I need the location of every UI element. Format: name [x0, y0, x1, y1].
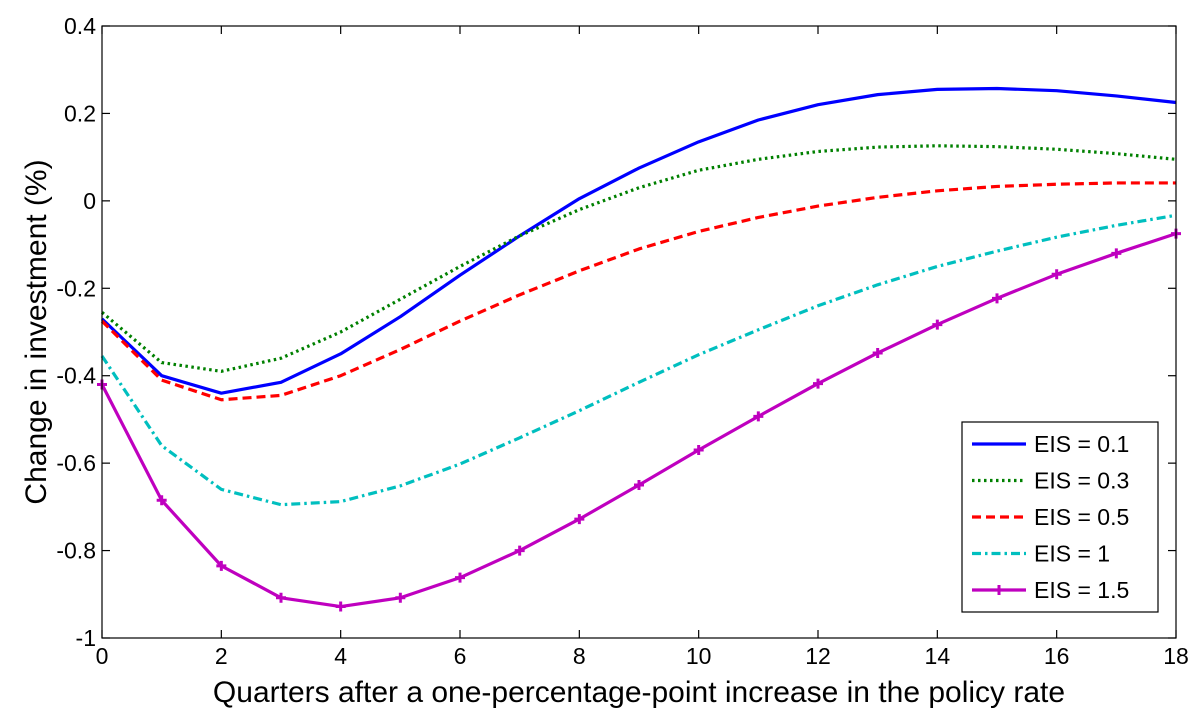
x-tick-label: 6: [454, 643, 467, 669]
ticks-layer: 0 2 4 6 8 10 12 14 16 18 -1 -0.8 -0.6 -0.4 -0.2 0 0.2 0.4: [56, 13, 1188, 669]
data-point-marker: [276, 592, 286, 603]
legend-label: EIS = 1: [1034, 541, 1110, 567]
data-point-marker: [634, 480, 644, 490]
data-point-marker: [1111, 248, 1122, 259]
data-point-marker: [574, 514, 585, 525]
y-tick-label: 0.4: [64, 13, 96, 39]
series-line-2: [100, 144, 1177, 373]
series-layer: [97, 86, 1181, 612]
x-tick-label: 8: [573, 643, 586, 669]
data-point-marker: [753, 411, 764, 422]
y-tick-label: 0.2: [64, 100, 96, 126]
legend-label: EIS = 0.1: [1034, 431, 1129, 457]
data-point-marker: [872, 347, 883, 358]
x-tick-label: 12: [805, 643, 831, 669]
series-line-1: [100, 86, 1177, 395]
x-tick-label: 16: [1044, 643, 1070, 669]
data-point-marker: [813, 378, 823, 389]
plot-frame: [101, 25, 1177, 639]
x-axis-label: Quarters after a one-percentage-point in…: [213, 676, 1065, 709]
series-line-3: [100, 181, 1176, 402]
y-tick-label: -1: [76, 625, 96, 651]
x-tick-label: 0: [96, 643, 109, 669]
x-tick-label: 18: [1163, 643, 1189, 669]
data-point-marker: [455, 572, 465, 583]
y-tick-label: 0: [83, 188, 96, 214]
y-tick-label: -0.4: [56, 363, 96, 389]
x-tick-label: 10: [686, 643, 712, 669]
y-axis-label: Change in investment (%): [20, 159, 53, 504]
x-tick-label: 4: [334, 643, 347, 669]
data-point-marker: [216, 560, 227, 571]
data-point-marker: [156, 495, 167, 506]
data-point-marker: [1051, 269, 1062, 280]
series-line-4: [100, 213, 1177, 507]
x-tick-label: 2: [215, 643, 228, 669]
data-point-marker: [992, 293, 1002, 304]
axes-layer: [101, 25, 1177, 639]
data-point-marker: [335, 601, 346, 612]
data-point-marker: [693, 445, 704, 456]
legend: EIS = 0.1 EIS = 0.3 EIS = 0.5 EIS = 1 EIS = …: [961, 421, 1159, 613]
data-point-marker: [395, 592, 406, 603]
legend-label: EIS = 1.5: [1034, 577, 1129, 603]
legend-marker: [994, 585, 1004, 595]
legend-label: EIS = 0.5: [1034, 504, 1129, 530]
data-point-marker: [932, 319, 943, 330]
y-tick-label: -0.6: [56, 450, 96, 476]
y-tick-label: -0.8: [56, 538, 96, 564]
x-tick-label: 14: [925, 643, 951, 669]
data-point-marker: [514, 545, 525, 556]
y-tick-label: -0.2: [56, 275, 96, 301]
legend-label: EIS = 0.3: [1034, 468, 1129, 494]
